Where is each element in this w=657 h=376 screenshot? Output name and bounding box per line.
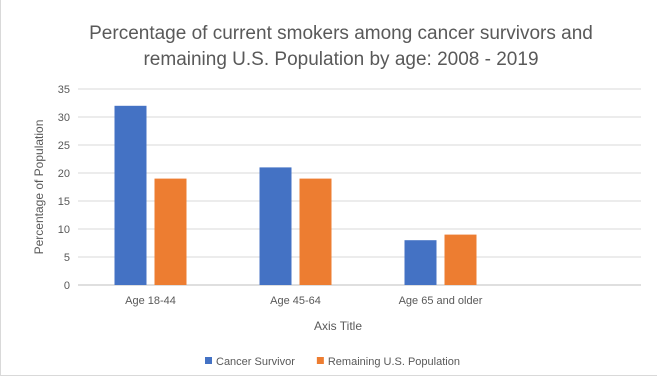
bars: [114, 105, 477, 285]
y-tick-label: 5: [64, 252, 70, 264]
legend-swatch: [316, 357, 324, 364]
bar-cancer-survivor: [404, 240, 437, 285]
x-axis-ticks: Age 18-44 Age 45-64 Age 65 and older: [125, 295, 483, 307]
x-tick-label: Age 45-64: [270, 295, 321, 307]
y-axis-ticks: 0 5 10 15 20 25 30 35: [58, 84, 70, 292]
y-tick-label: 25: [58, 140, 70, 152]
y-tick-label: 30: [58, 112, 70, 124]
x-axis-label: Axis Title: [314, 319, 362, 333]
y-tick-label: 10: [58, 224, 70, 236]
y-tick-label: 20: [58, 168, 70, 180]
legend-label: Remaining U.S. Population: [328, 356, 460, 368]
chart-title-line-1: Percentage of current smokers among canc…: [89, 23, 593, 44]
y-tick-label: 15: [58, 196, 70, 208]
bar-cancer-survivor: [259, 167, 292, 285]
legend: Cancer Survivor Remaining U.S. Population: [205, 356, 460, 368]
legend-label: Cancer Survivor: [216, 356, 295, 368]
bar-remaining-population: [299, 178, 332, 285]
legend-swatch: [205, 357, 212, 364]
x-tick-label: Age 65 and older: [399, 295, 483, 307]
bar-remaining-population: [444, 234, 477, 285]
y-tick-label: 0: [64, 280, 70, 292]
x-tick-label: Age 18-44: [125, 295, 176, 307]
bar-remaining-population: [154, 178, 187, 285]
chart-title-line-2: remaining U.S. Population by age: 2008 -…: [143, 49, 538, 70]
y-axis-label: Percentage of Population: [32, 120, 46, 255]
y-tick-label: 35: [58, 84, 70, 96]
bar-cancer-survivor: [114, 105, 147, 285]
